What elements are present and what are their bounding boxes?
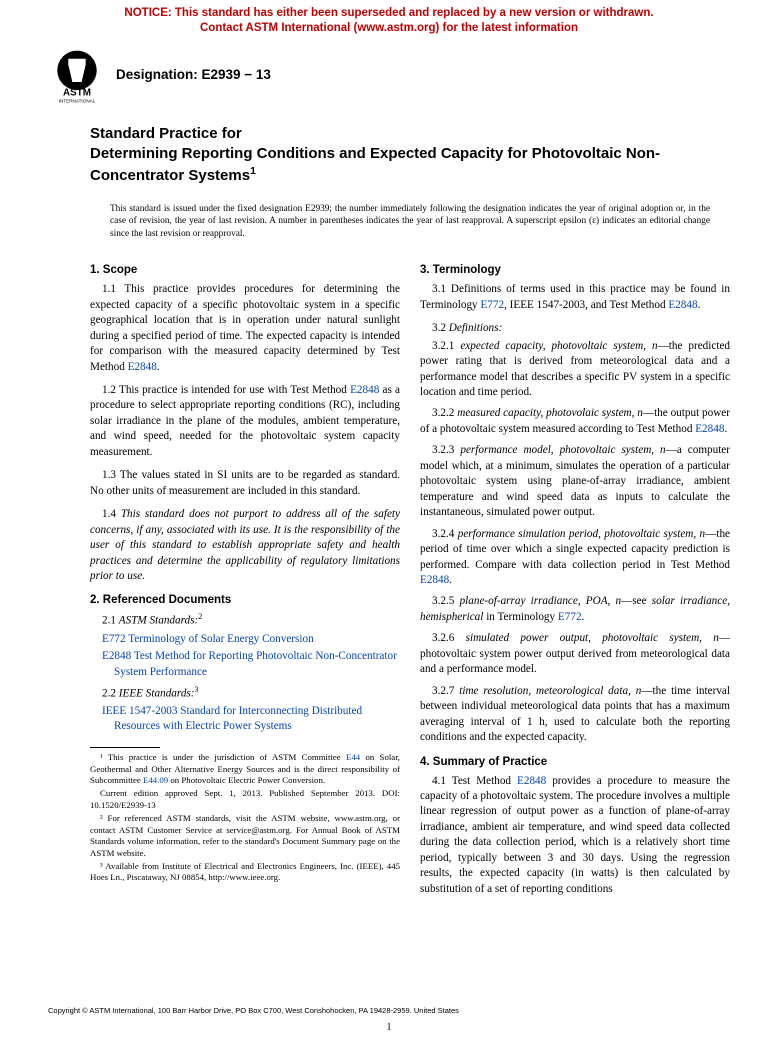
- def-3-2-7: 3.2.7 time resolution, meteorological da…: [420, 684, 730, 746]
- header: ASTM INTERNATIONAL Designation: E2939 − …: [0, 38, 778, 108]
- subsec-2-2: 2.2 IEEE Standards:3: [90, 685, 400, 702]
- def-3-2-4: 3.2.4 performance simulation period, pho…: [420, 527, 730, 589]
- supersession-notice: NOTICE: This standard has either been su…: [0, 0, 778, 38]
- issuance-note: This standard is issued under the fixed …: [90, 197, 730, 255]
- para-3-1: 3.1 Definitions of terms used in this pr…: [420, 282, 730, 313]
- ref-e2848: E2848 Test Method for Reporting Photovol…: [90, 649, 400, 680]
- right-column: 3. Terminology 3.1 Definitions of terms …: [420, 254, 730, 905]
- footnote-3: ³ Available from Institute of Electrical…: [90, 861, 400, 884]
- footnote-rule: [90, 747, 160, 748]
- copyright: Copyright © ASTM International, 100 Barr…: [48, 1006, 459, 1015]
- section-1-head: 1. Scope: [90, 264, 400, 276]
- title-main: Determining Reporting Conditions and Exp…: [90, 144, 730, 187]
- link-e2848[interactable]: E2848: [350, 384, 379, 396]
- link-e44[interactable]: E44: [346, 752, 360, 762]
- link-e2848[interactable]: E2848: [517, 775, 546, 787]
- para-1-4: 1.4 This standard does not purport to ad…: [90, 507, 400, 584]
- para-4-1: 4.1 Test Method E2848 provides a procedu…: [420, 774, 730, 898]
- link-e2848[interactable]: E2848: [128, 361, 157, 373]
- svg-text:INTERNATIONAL: INTERNATIONAL: [59, 98, 96, 103]
- link-e2848[interactable]: E2848: [695, 423, 724, 435]
- footnote-2: ² For referenced ASTM standards, visit t…: [90, 813, 400, 859]
- link-e2848[interactable]: E2848: [668, 299, 697, 311]
- page-number: 1: [0, 1022, 778, 1033]
- astm-logo: ASTM INTERNATIONAL: [48, 46, 106, 104]
- section-2-head: 2. Referenced Documents: [90, 594, 400, 606]
- title-text: Determining Reporting Conditions and Exp…: [90, 145, 660, 184]
- left-column: 1. Scope 1.1 This practice provides proc…: [90, 254, 400, 905]
- section-4-head: 4. Summary of Practice: [420, 756, 730, 768]
- two-column-body: 1. Scope 1.1 This practice provides proc…: [90, 254, 730, 905]
- title-sup: 1: [250, 165, 256, 177]
- link-e2848[interactable]: E2848: [102, 650, 131, 662]
- ref-ieee-1547: IEEE 1547-2003 Standard for Interconnect…: [90, 704, 400, 735]
- para-1-2: 1.2 This practice is intended for use wi…: [90, 383, 400, 460]
- defs-head: 3.2 Definitions:: [420, 321, 730, 336]
- def-3-2-1: 3.2.1 expected capacity, photovoltaic sy…: [420, 339, 730, 401]
- content: Standard Practice for Determining Report…: [0, 124, 778, 905]
- link-e4409[interactable]: E44.09: [143, 775, 168, 785]
- notice-line-2: Contact ASTM International (www.astm.org…: [200, 22, 578, 34]
- link-e772[interactable]: E772: [102, 633, 126, 645]
- link-e2848[interactable]: E2848: [420, 574, 449, 586]
- footnote-1: ¹ This practice is under the jurisdictio…: [90, 752, 400, 786]
- para-1-1: 1.1 This practice provides procedures fo…: [90, 282, 400, 375]
- para-1-3: 1.3 The values stated in SI units are to…: [90, 468, 400, 499]
- designation: Designation: E2939 − 13: [116, 67, 271, 82]
- ref-e772: E772 Terminology of Solar Energy Convers…: [90, 632, 400, 648]
- footnote-1b: Current edition approved Sept. 1, 2013. …: [90, 788, 400, 811]
- def-3-2-3: 3.2.3 performance model, photovoltaic sy…: [420, 443, 730, 520]
- subsec-2-1: 2.1 ASTM Standards:2: [90, 612, 400, 629]
- svg-text:ASTM: ASTM: [63, 87, 91, 98]
- def-3-2-6: 3.2.6 simulated power output, photovolta…: [420, 631, 730, 677]
- title-prefix: Standard Practice for: [90, 124, 730, 144]
- def-3-2-5: 3.2.5 plane-of-array irradiance, POA, n—…: [420, 594, 730, 625]
- notice-line-1: NOTICE: This standard has either been su…: [124, 7, 653, 19]
- section-3-head: 3. Terminology: [420, 264, 730, 276]
- title-block: Standard Practice for Determining Report…: [90, 124, 730, 187]
- link-ieee-1547[interactable]: IEEE 1547-2003: [102, 705, 178, 717]
- link-e772[interactable]: E772: [558, 611, 582, 623]
- link-e772[interactable]: E772: [480, 299, 504, 311]
- def-3-2-2: 3.2.2 measured capacity, photovolaic sys…: [420, 406, 730, 437]
